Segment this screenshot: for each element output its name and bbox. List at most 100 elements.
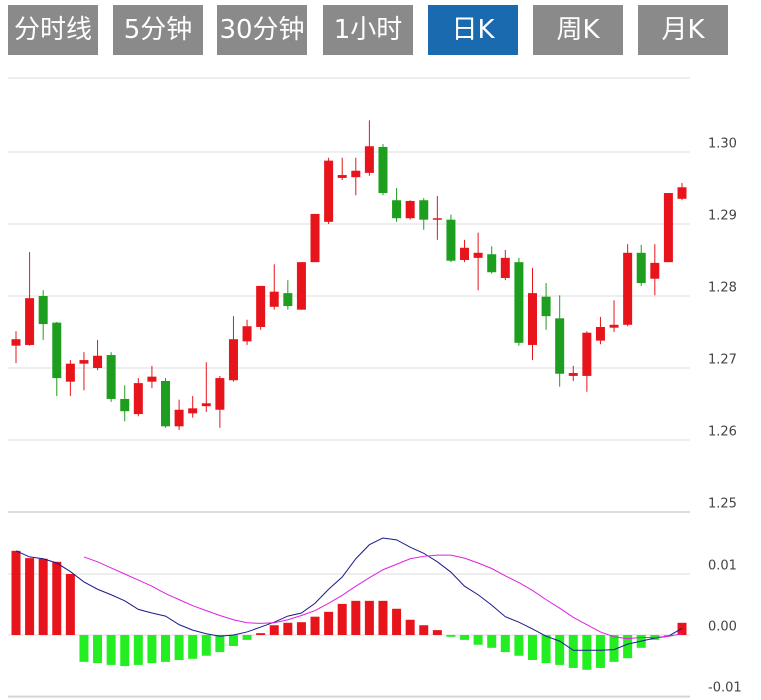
macd-bar [378,600,388,635]
macd-bar [487,635,497,648]
macd-bar [242,635,252,640]
candle-body [650,262,660,279]
candle-body [256,285,266,327]
y-tick-label: 1.26 [708,425,737,440]
macd-bar [419,625,429,635]
candle-body [242,326,252,342]
macd-bar [201,635,211,656]
macd-line [15,537,683,651]
candle-body [378,146,388,194]
tab[interactable]: 1小时 [323,5,413,55]
macd-bar [527,635,537,661]
macd-bar [446,635,456,637]
macd-bar [555,635,565,665]
macd-bar [11,550,21,635]
candle-body [65,363,75,382]
candle-body [93,355,103,368]
macd-bar [283,622,293,635]
candle-body [677,187,687,199]
candle-body [582,332,592,376]
macd-bar [120,635,130,667]
macd-bar [79,635,89,662]
macd-bar [405,619,415,635]
macd-bar [541,635,551,664]
candle-body [568,373,578,376]
candle-body [541,296,551,317]
macd-bar [595,635,605,668]
candle-body [405,200,415,219]
macd-bar [582,635,592,670]
candle-body [364,146,374,173]
candle-body [663,193,673,263]
macd-bar [161,635,171,662]
macd-line [83,554,683,640]
y-tick-label: 1.27 [708,353,737,368]
candle-body [228,339,238,381]
candle-body [500,257,510,278]
candle-body [174,409,184,427]
macd-bar [310,616,320,635]
macd-bar [106,635,116,665]
candle-body [269,291,279,307]
macd-bar [25,558,35,635]
candle-body [555,318,565,374]
y-tick-label: 1.28 [708,281,737,296]
candle-body [38,296,48,325]
macd-bar [147,635,157,664]
tab[interactable]: 月K [638,5,728,55]
macd-bar [432,630,442,635]
macd-bar [188,635,198,659]
tab[interactable]: 5分钟 [113,5,203,55]
macd-bar [609,635,619,662]
tab[interactable]: 分时线 [8,5,98,55]
macd-bar [337,603,347,635]
macd-bar [324,611,334,635]
tab[interactable]: 周K [533,5,623,55]
tab[interactable]: 30分钟 [217,5,307,55]
candle-body [487,254,497,273]
y-tick-label: 0.00 [708,620,737,635]
macd-bar [568,635,578,668]
candle-body [25,298,35,345]
macd-bar [215,635,225,653]
candle-body [446,219,456,261]
candle-body [527,293,537,345]
y-tick-label: -0.01 [708,681,742,696]
macd-bar [52,561,62,635]
candle-body [460,247,470,260]
candle-body [120,398,130,412]
macd-bar [269,625,279,635]
candle-body [392,200,402,219]
tab[interactable]: 日K [428,5,518,55]
macd-bar [392,608,402,635]
candle-body [296,262,306,310]
y-tick-label: 0.01 [708,559,737,574]
candle-body [432,218,442,220]
candle-body [133,383,143,415]
candle-body [337,175,347,178]
candle-body [52,322,62,379]
macd-bar [473,635,483,645]
candle-body [595,326,605,341]
candle-body [215,378,225,410]
macd-bar [460,635,470,640]
macd-bar [623,635,633,659]
candle-body [161,380,171,427]
candle-body [623,252,633,325]
candle-body [514,262,524,343]
candle-body [106,355,116,399]
y-tick-label: 1.25 [708,497,737,512]
macd-bar [663,635,673,637]
tab-bar: 分时线 5分钟 30分钟 1小时 日K 周K 月K [0,0,761,60]
y-tick-label: 1.29 [708,209,737,224]
macd-bar [514,635,524,656]
candle-body [79,360,89,364]
macd-bar [296,622,306,635]
candle-body [147,376,157,382]
candle-body [609,324,619,328]
candle-body [419,200,429,220]
macd-bar [364,600,374,635]
candle-body [188,408,198,414]
